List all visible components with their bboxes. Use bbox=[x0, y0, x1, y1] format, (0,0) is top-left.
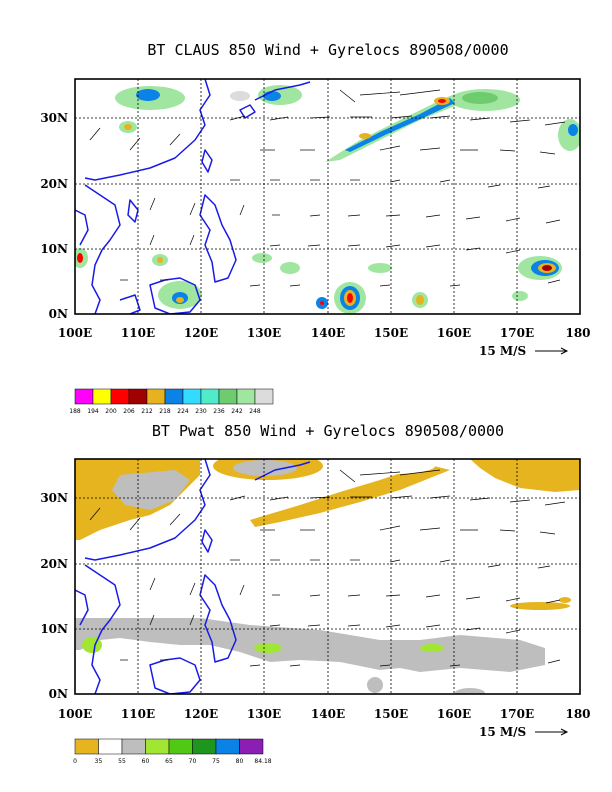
panel1-coastlines bbox=[75, 79, 311, 314]
panel1-x-ticks: 100E 110E 120E 130E 140E 150E 160E 170E … bbox=[58, 326, 591, 340]
colorbar-label: 60 bbox=[142, 758, 150, 765]
panel1-xtick: 160E bbox=[437, 326, 471, 340]
panel1-xtick: 120E bbox=[184, 326, 218, 340]
panel2-xtick: 130E bbox=[247, 707, 281, 721]
colorbar-swatch bbox=[215, 738, 240, 755]
colorbar-label: 200 bbox=[105, 408, 117, 415]
colorbar-label: 84.18 bbox=[254, 758, 271, 765]
colorbar-swatch bbox=[239, 738, 264, 755]
colorbar-label: 80 bbox=[236, 758, 244, 765]
colorbar-swatch bbox=[128, 388, 148, 405]
colorbar-swatch bbox=[218, 388, 238, 405]
panel2-xtick: 140E bbox=[311, 707, 345, 721]
panel1-xtick: 150E bbox=[374, 326, 408, 340]
colorbar-swatch bbox=[168, 738, 193, 755]
panel2-xtick: 150E bbox=[374, 707, 408, 721]
panel2-coastlines bbox=[75, 459, 311, 694]
colorbar-label: 230 bbox=[195, 408, 207, 415]
panel2-x-ticks: 100E 110E 120E 130E 140E 150E 160E 170E … bbox=[58, 707, 591, 721]
colorbar-label: 224 bbox=[177, 408, 189, 415]
panel2-colorbar: 0 35 55 60 65 70 75 80 84.18 bbox=[73, 738, 272, 765]
colorbar-label: 188 bbox=[69, 408, 81, 415]
colorbar-label: 248 bbox=[249, 408, 261, 415]
colorbar-swatch bbox=[146, 388, 166, 405]
panel2-vector-label: 15 M/S bbox=[479, 725, 526, 739]
colorbar-swatch bbox=[182, 388, 202, 405]
colorbar-swatch bbox=[254, 388, 274, 405]
colorbar-label: 194 bbox=[87, 408, 99, 415]
panel2-xtick: 160E bbox=[437, 707, 471, 721]
panel2-xtick: 100E bbox=[58, 707, 92, 721]
colorbar-swatch bbox=[164, 388, 184, 405]
colorbar-swatch bbox=[236, 388, 256, 405]
colorbar-label: 0 bbox=[73, 758, 77, 765]
colorbar-label: 70 bbox=[189, 758, 197, 765]
colorbar-swatch bbox=[98, 738, 123, 755]
panel1-xtick: 170E bbox=[500, 326, 534, 340]
panel2-ytick: 20N bbox=[40, 557, 68, 571]
panel1-xtick: 100E bbox=[58, 326, 92, 340]
colorbar-swatch bbox=[110, 388, 130, 405]
panel2-ytick: 0N bbox=[49, 687, 68, 701]
panel1-vector-reference: 15 M/S bbox=[479, 344, 569, 358]
colorbar-label: 55 bbox=[118, 758, 126, 765]
panel2-plot-area bbox=[75, 459, 580, 694]
panel-claus: BT CLAUS 850 Wind + Gyrelocs 890508/0000 bbox=[40, 41, 590, 415]
panel1-xtick: 140E bbox=[311, 326, 345, 340]
panel1-title: BT CLAUS 850 Wind + Gyrelocs 890508/0000 bbox=[147, 41, 508, 59]
panel1-ytick: 0N bbox=[49, 307, 68, 321]
panel2-xtick: 180 bbox=[565, 707, 590, 721]
panel1-ytick: 20N bbox=[40, 177, 68, 191]
panel2-y-ticks: 0N 10N 20N 30N bbox=[40, 491, 68, 701]
colorbar-label: 75 bbox=[212, 758, 220, 765]
panel2-xtick: 120E bbox=[184, 707, 218, 721]
colorbar-label: 35 bbox=[95, 758, 103, 765]
panel1-xtick: 180 bbox=[565, 326, 590, 340]
panel1-ytick: 30N bbox=[40, 111, 68, 125]
panel2-gridlines bbox=[75, 459, 580, 694]
colorbar-label: 212 bbox=[141, 408, 153, 415]
colorbar-swatch bbox=[92, 388, 112, 405]
panel1-colorbar: 188 194 200 206 212 218 224 230 236 242 248 bbox=[69, 388, 274, 415]
panel2-wind-vectors bbox=[89, 469, 566, 667]
panel1-wind-vectors bbox=[89, 89, 566, 287]
panel2-ytick: 30N bbox=[40, 491, 68, 505]
colorbar-swatch bbox=[74, 388, 94, 405]
colorbar-swatch bbox=[121, 738, 146, 755]
colorbar-swatch bbox=[200, 388, 220, 405]
colorbar-label: 206 bbox=[123, 408, 135, 415]
panel2-xtick: 170E bbox=[500, 707, 534, 721]
panel1-xtick: 110E bbox=[121, 326, 155, 340]
panel1-xtick: 130E bbox=[247, 326, 281, 340]
panel1-plot-area bbox=[75, 79, 580, 314]
colorbar-swatch bbox=[145, 738, 170, 755]
panel2-pwat-field bbox=[75, 459, 580, 694]
panel2-ytick: 10N bbox=[40, 622, 68, 636]
colorbar-swatch bbox=[192, 738, 217, 755]
colorbar-label: 218 bbox=[159, 408, 171, 415]
panel2-vector-reference: 15 M/S bbox=[479, 725, 569, 739]
colorbar-label: 65 bbox=[165, 758, 173, 765]
panel1-y-ticks: 0N 10N 20N 30N bbox=[40, 111, 68, 321]
panel1-vector-label: 15 M/S bbox=[479, 344, 526, 358]
panel2-title: BT Pwat 850 Wind + Gyrelocs 890508/0000 bbox=[152, 422, 504, 440]
colorbar-label: 236 bbox=[213, 408, 225, 415]
colorbar-swatch bbox=[74, 738, 99, 755]
colorbar-label: 242 bbox=[231, 408, 243, 415]
panel2-frame bbox=[74, 458, 581, 695]
panel1-gridlines bbox=[75, 79, 580, 314]
panel-pwat: BT Pwat 850 Wind + Gyrelocs 890508/0000 bbox=[40, 422, 590, 765]
panel2-xtick: 110E bbox=[121, 707, 155, 721]
panel1-frame bbox=[74, 78, 581, 315]
panel1-cloud-field bbox=[75, 85, 580, 314]
panel1-ytick: 10N bbox=[40, 242, 68, 256]
